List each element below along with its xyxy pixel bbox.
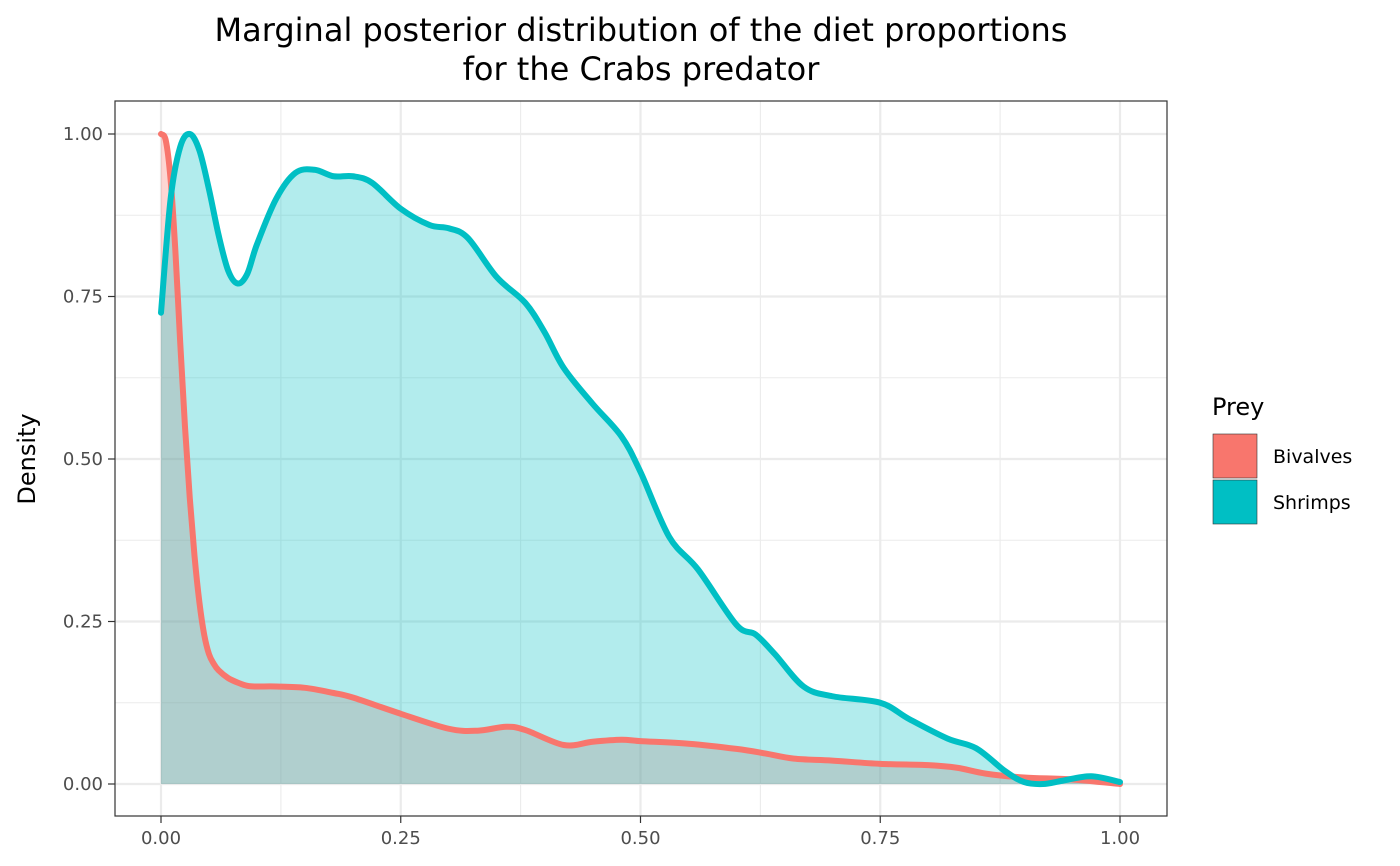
legend-key-bivalves [1212, 433, 1258, 479]
legend-title: Prey [1212, 393, 1264, 421]
y-axis-title: Density [13, 413, 41, 504]
series-lines [158, 130, 1123, 788]
x-tick-label: 0.25 [381, 828, 421, 849]
line-shrimps [158, 130, 1123, 788]
x-tick-label: 0.00 [141, 828, 181, 849]
y-tick-label: 0.50 [63, 449, 103, 470]
grid-major [115, 101, 1167, 816]
y-tick-label: 0.75 [63, 287, 103, 308]
area-shrimps [161, 133, 1120, 785]
chart-title: Marginal posterior distribution of the d… [215, 11, 1068, 88]
x-tick-label: 0.50 [620, 828, 660, 849]
legend-label-bivalves: Bivalves [1273, 446, 1352, 468]
legend: Prey Bivalves Shrimps [1212, 393, 1352, 525]
x-axis: 0.00 0.25 0.50 0.75 1.00 [141, 816, 1140, 849]
line-bivalves [158, 131, 1123, 787]
legend-key-shrimps [1212, 479, 1258, 525]
series-areas [161, 133, 1120, 785]
y-tick-label: 0.00 [63, 774, 103, 795]
x-tick-label: 0.75 [860, 828, 900, 849]
y-tick-label: 0.25 [63, 612, 103, 633]
x-tick-label: 1.00 [1100, 828, 1140, 849]
y-axis: 0.00 0.25 0.50 0.75 1.00 [63, 124, 115, 795]
y-tick-label: 1.00 [63, 124, 103, 145]
chart-title-line-1: Marginal posterior distribution of the d… [215, 11, 1068, 49]
legend-label-shrimps: Shrimps [1273, 492, 1351, 514]
chart-title-line-2: for the Crabs predator [463, 50, 821, 88]
area-bivalves [161, 134, 1120, 784]
